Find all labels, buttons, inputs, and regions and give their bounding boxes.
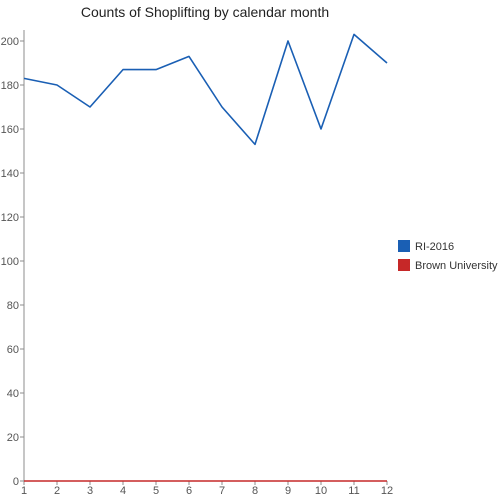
y-tick-label: 0: [13, 476, 19, 488]
x-tick-label: 11: [348, 485, 359, 497]
legend-label-brown-university: Brown University: [415, 260, 498, 272]
y-tick-label: 20: [7, 432, 19, 444]
y-tick-label: 60: [7, 344, 19, 356]
y-axis-ticks: 0 20 40 60 80 100 120 140 160 180 200: [1, 36, 24, 488]
legend-swatch-brown-university: [398, 259, 410, 271]
x-tick-label: 3: [87, 485, 93, 497]
x-axis-ticks: 1 2 3 4 5 6 7 8 9 10 11 12: [21, 481, 393, 497]
chart-title: Counts of Shoplifting by calendar month: [81, 4, 329, 20]
x-tick-label: 6: [186, 485, 192, 497]
y-tick-label: 40: [7, 388, 19, 400]
y-tick-label: 80: [7, 300, 19, 312]
x-tick-label: 10: [315, 485, 327, 497]
x-tick-label: 12: [381, 485, 393, 497]
legend: RI-2016 Brown University: [398, 240, 498, 272]
x-tick-label: 8: [252, 485, 258, 497]
x-tick-label: 7: [219, 485, 225, 497]
x-tick-label: 5: [153, 485, 159, 497]
x-tick-label: 4: [120, 485, 126, 497]
y-tick-label: 200: [1, 36, 19, 48]
x-tick-label: 2: [54, 485, 60, 497]
series-lines: [23, 33, 388, 482]
y-tick-label: 180: [1, 80, 19, 92]
y-tick-label: 140: [1, 168, 19, 180]
legend-label-ri-2016: RI-2016: [415, 241, 454, 253]
legend-swatch-ri-2016: [398, 240, 410, 252]
y-tick-label: 120: [1, 212, 19, 224]
x-tick-label: 9: [285, 485, 291, 497]
y-tick-label: 100: [1, 256, 19, 268]
y-tick-label: 160: [1, 124, 19, 136]
x-tick-label: 1: [21, 485, 27, 497]
series-line-ri-2016: [23, 33, 388, 146]
